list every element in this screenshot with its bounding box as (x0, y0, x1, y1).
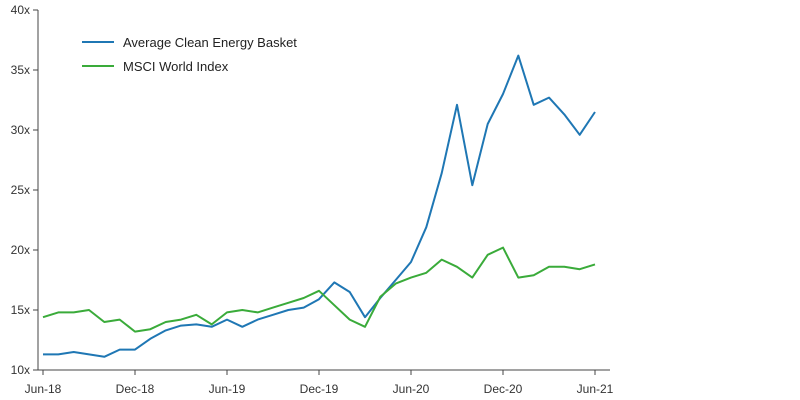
y-axis: 10x 15x 20x 25x 30x 35x 40x (11, 3, 38, 377)
x-tick-label: Dec-19 (300, 382, 339, 396)
x-tick-label: Dec-18 (116, 382, 155, 396)
x-tick-label: Dec-20 (484, 382, 523, 396)
x-axis: Jun-18 Dec-18 Jun-19 Dec-19 Jun-20 Dec-20 Jun-… (25, 370, 614, 396)
x-tick-label: Jun-20 (393, 382, 430, 396)
y-tick-label: 10x (11, 363, 30, 377)
series-lines (42, 54, 596, 358)
series-line-0 (43, 54, 596, 358)
y-tick-label: 30x (11, 123, 30, 137)
x-tick-label: Jun-21 (577, 382, 614, 396)
x-tick-label: Jun-18 (25, 382, 62, 396)
series-line-1 (42, 246, 596, 333)
legend-label-0: Average Clean Energy Basket (123, 35, 297, 50)
y-tick-label: 25x (11, 183, 30, 197)
y-tick-label: 40x (11, 3, 30, 17)
y-tick-label: 20x (11, 243, 30, 257)
x-tick-label: Jun-19 (209, 382, 246, 396)
y-tick-label: 35x (11, 63, 30, 77)
legend: Average Clean Energy Basket MSCI World In… (82, 35, 297, 74)
y-tick-label: 15x (11, 303, 30, 317)
legend-label-1: MSCI World Index (123, 59, 229, 74)
